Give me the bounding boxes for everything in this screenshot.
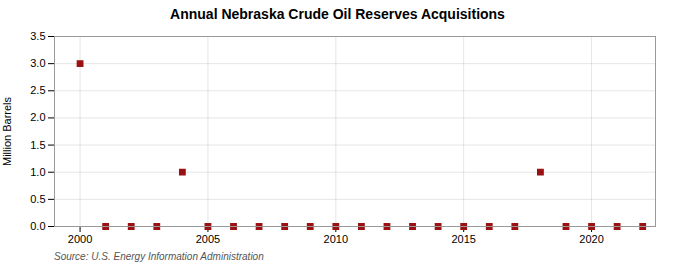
svg-text:3.0: 3.0 [30, 57, 45, 69]
svg-text:2000: 2000 [68, 233, 92, 245]
svg-text:2.5: 2.5 [30, 84, 45, 96]
svg-text:Million Barrels: Million Barrels [1, 96, 13, 166]
html-text:Annual Nebraska Crude Oil Rese: Annual Nebraska Crude Oil Reserves Acqui… [170, 6, 505, 22]
svg-text:1.5: 1.5 [30, 139, 45, 151]
svg-text:0.0: 0.0 [30, 220, 45, 232]
svg-text:2010: 2010 [324, 233, 348, 245]
svg-text:2.0: 2.0 [30, 111, 45, 123]
svg-text:1.0: 1.0 [30, 166, 45, 178]
svg-text:2020: 2020 [579, 233, 603, 245]
svg-text:2005: 2005 [196, 233, 220, 245]
svg-text:2015: 2015 [451, 233, 475, 245]
svg-text:0.5: 0.5 [30, 193, 45, 205]
html-text:Source: U.S. Energy Informatio: Source: U.S. Energy Information Administ… [54, 251, 264, 262]
svg-text:3.5: 3.5 [30, 30, 45, 42]
